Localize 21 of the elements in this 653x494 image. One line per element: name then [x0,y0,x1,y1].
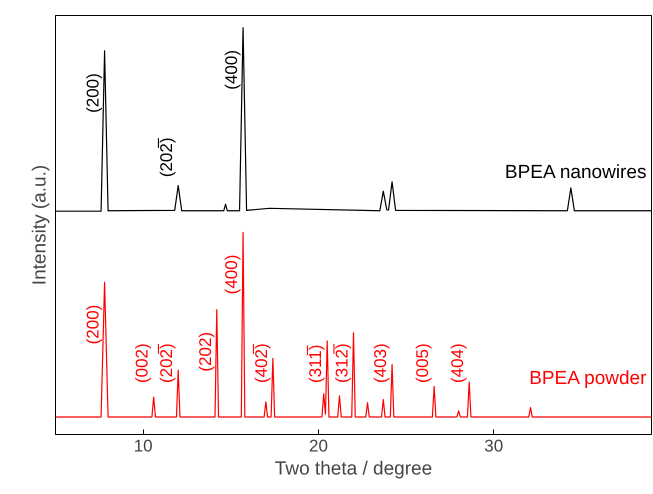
annotation: (312̅) [332,343,352,384]
y-axis-title: Intensity (a.u.) [30,164,50,286]
annotation: (002) [132,343,152,384]
annotation: (200) [84,73,103,113]
series-label: BPEA nanowires [504,162,646,183]
annotation: (202̅) [157,343,176,384]
x-tick-label: 20 [308,436,328,456]
x-tick-label: 30 [484,436,504,456]
annotation: (005) [413,343,432,384]
annotation: (402̅) [252,343,271,384]
annotation: (404) [448,343,468,384]
annotation: (400) [222,50,242,90]
annotation: (202̅) [157,137,176,178]
annotation: (202) [196,332,215,372]
x-tick-label: 10 [134,436,153,456]
annotation: (400) [222,254,242,294]
series-label: BPEA powder [529,368,648,390]
annotation: (200) [84,304,103,344]
annotation: (403) [371,343,390,384]
x-axis-title: Two theta / degree [274,458,432,480]
annotation: (311̅) [306,344,326,384]
